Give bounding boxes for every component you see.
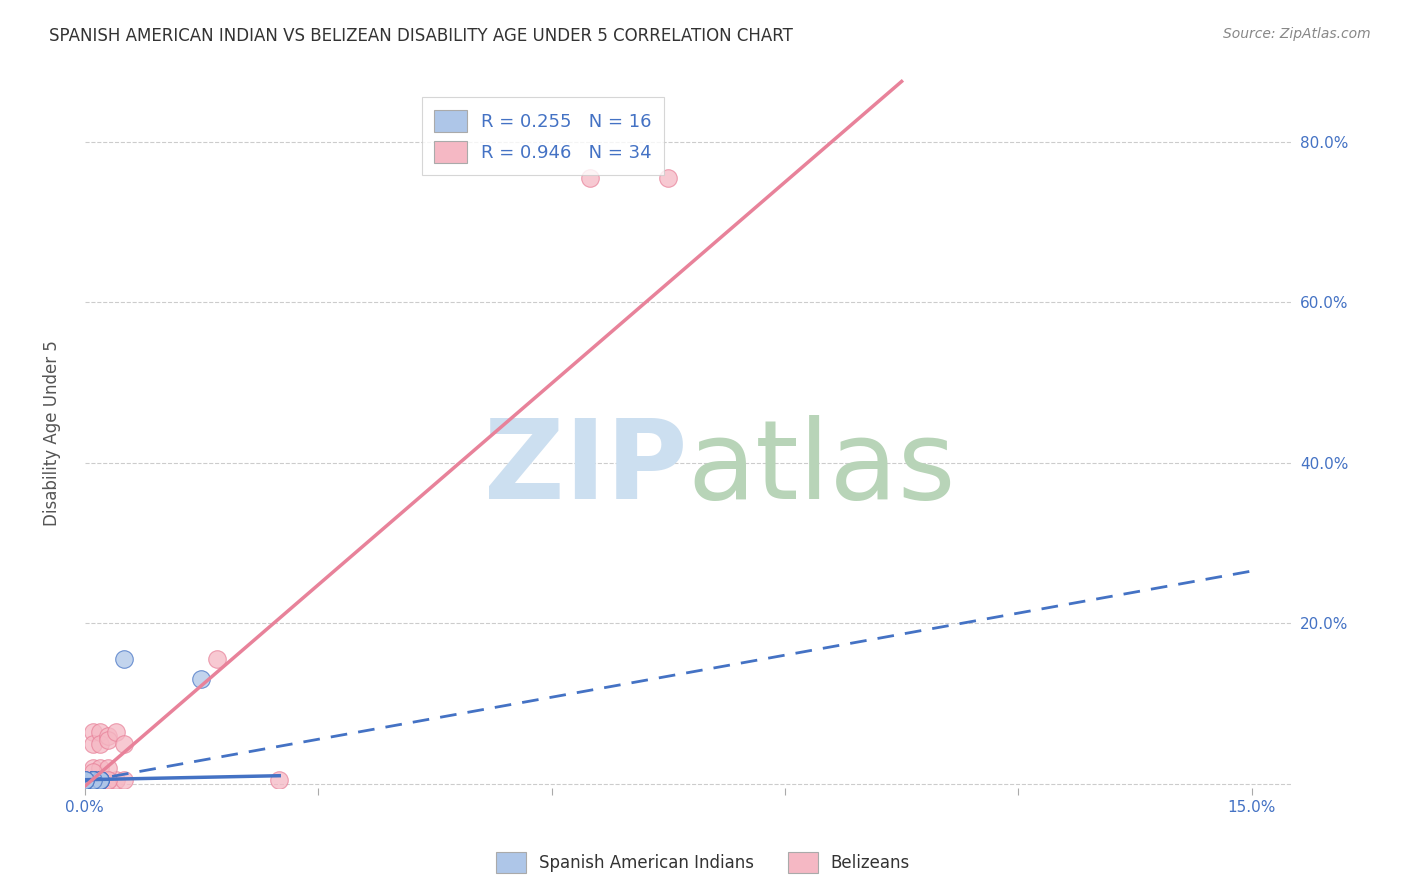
Point xyxy=(112,652,135,666)
Point xyxy=(89,772,111,787)
Point xyxy=(579,170,602,185)
Point xyxy=(82,772,104,787)
Point xyxy=(89,761,111,775)
Point xyxy=(73,772,96,787)
Point xyxy=(89,772,111,787)
Text: SPANISH AMERICAN INDIAN VS BELIZEAN DISABILITY AGE UNDER 5 CORRELATION CHART: SPANISH AMERICAN INDIAN VS BELIZEAN DISA… xyxy=(49,27,793,45)
Point xyxy=(97,772,120,787)
Point xyxy=(82,772,104,787)
Point xyxy=(82,772,104,787)
Y-axis label: Disability Age Under 5: Disability Age Under 5 xyxy=(44,340,60,525)
Point xyxy=(73,772,96,787)
Point xyxy=(89,724,111,739)
Point xyxy=(82,772,104,787)
Point xyxy=(82,772,104,787)
Legend: R = 0.255   N = 16, R = 0.946   N = 34: R = 0.255 N = 16, R = 0.946 N = 34 xyxy=(422,97,665,176)
Point xyxy=(82,772,104,787)
Point xyxy=(89,737,111,751)
Point xyxy=(82,772,104,787)
Point xyxy=(82,761,104,775)
Point xyxy=(82,772,104,787)
Point xyxy=(97,732,120,747)
Point xyxy=(205,652,228,666)
Point xyxy=(82,724,104,739)
Point xyxy=(97,772,120,787)
Point xyxy=(112,772,135,787)
Point xyxy=(97,761,120,775)
Point xyxy=(104,724,127,739)
Point xyxy=(89,772,111,787)
Point xyxy=(82,772,104,787)
Point xyxy=(89,772,111,787)
Point xyxy=(82,737,104,751)
Point xyxy=(82,772,104,787)
Point xyxy=(89,772,111,787)
Point xyxy=(97,729,120,743)
Point xyxy=(82,772,104,787)
Point xyxy=(73,772,96,787)
Point xyxy=(112,737,135,751)
Point xyxy=(657,170,679,185)
Point xyxy=(73,772,96,787)
Point xyxy=(89,772,111,787)
Point xyxy=(82,772,104,787)
Point xyxy=(269,772,291,787)
Text: ZIP: ZIP xyxy=(484,415,688,522)
Point xyxy=(104,772,127,787)
Point xyxy=(82,772,104,787)
Point xyxy=(82,772,104,787)
Legend: Spanish American Indians, Belizeans: Spanish American Indians, Belizeans xyxy=(489,846,917,880)
Point xyxy=(82,772,104,787)
Point xyxy=(82,764,104,779)
Text: Source: ZipAtlas.com: Source: ZipAtlas.com xyxy=(1223,27,1371,41)
Point xyxy=(190,673,212,687)
Point xyxy=(73,772,96,787)
Point xyxy=(82,772,104,787)
Text: atlas: atlas xyxy=(688,415,956,522)
Point xyxy=(89,772,111,787)
